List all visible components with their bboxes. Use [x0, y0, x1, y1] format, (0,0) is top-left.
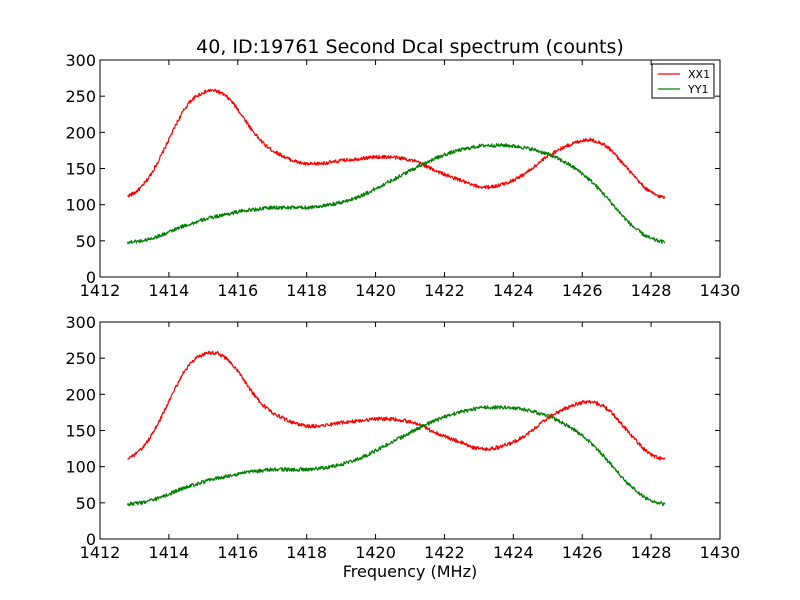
legend: XX1 YY1 — [651, 63, 715, 99]
legend-label-yy1: YY1 — [687, 83, 708, 96]
top-series-line-xx1 — [127, 88, 666, 200]
top-x-tick-label: 1416 — [217, 281, 258, 300]
bottom-y-tick-label: 200 — [65, 385, 96, 404]
bottom-x-tick-label: 1420 — [355, 543, 396, 562]
bottom-ticks-layer: 1412 1414 1416 1418 1420 1422 1424 1426 1428 1430… — [65, 313, 740, 562]
legend-label-xx1: XX1 — [688, 68, 710, 81]
top-x-tick-label: 1418 — [286, 281, 327, 300]
bottom-x-tick-label: 1412 — [80, 543, 121, 562]
top-y-tick-label: 150 — [65, 160, 96, 179]
bottom-x-tick-label: 1430 — [700, 543, 741, 562]
top-x-tick-label: 1430 — [700, 281, 741, 300]
top-spectrum-panel: 40, ID:19761 Second Dcal spectrum (count… — [65, 36, 740, 300]
top-x-tick-label: 1424 — [493, 281, 534, 300]
bottom-y-tick-label: 250 — [65, 349, 96, 368]
top-x-tick-label: 1414 — [149, 281, 190, 300]
bottom-axes-frame — [99, 321, 721, 540]
bottom-y-tick-label: 50 — [76, 494, 96, 513]
top-series-line-yy1 — [126, 142, 666, 245]
top-y-tick-label: 250 — [65, 87, 96, 106]
bottom-spectrum-panel: 1412 1414 1416 1418 1420 1422 1424 1426 1428 1430… — [65, 313, 740, 581]
bottom-x-tick-label: 1418 — [286, 543, 327, 562]
top-x-tick-label: 1420 — [355, 281, 396, 300]
bottom-x-tick-label: 1416 — [217, 543, 258, 562]
top-ticks-layer: 1412 1414 1416 1418 1420 1422 1424 1426 1428 1430… — [65, 51, 740, 300]
top-x-tick-label: 1426 — [562, 281, 603, 300]
top-y-tick-label: 0 — [86, 268, 96, 287]
top-y-tick-label: 100 — [65, 196, 96, 215]
bottom-y-tick-label: 150 — [65, 422, 96, 441]
top-y-tick-label: 200 — [65, 123, 96, 142]
bottom-series-line-yy1 — [126, 404, 666, 507]
legend-box — [651, 63, 715, 99]
bottom-y-tick-label: 0 — [86, 530, 96, 549]
top-y-tick-label: 300 — [65, 51, 96, 70]
top-series-layer — [126, 88, 666, 245]
top-y-tick-label: 50 — [76, 232, 96, 251]
chart-title: 40, ID:19761 Second Dcal spectrum (count… — [196, 36, 624, 58]
top-x-tick-label: 1428 — [631, 281, 672, 300]
x-axis-label: Frequency (MHz) — [343, 562, 477, 581]
bottom-x-tick-label: 1424 — [493, 543, 534, 562]
bottom-series-line-xx1 — [127, 350, 666, 461]
top-x-tick-label: 1422 — [424, 281, 465, 300]
bottom-series-layer — [126, 350, 666, 507]
bottom-x-tick-label: 1422 — [424, 543, 465, 562]
bottom-y-tick-label: 100 — [65, 458, 96, 477]
bottom-x-tick-label: 1426 — [562, 543, 603, 562]
bottom-y-tick-label: 300 — [65, 313, 96, 332]
top-x-tick-label: 1412 — [80, 281, 121, 300]
bottom-x-tick-label: 1428 — [631, 543, 672, 562]
bottom-x-tick-label: 1414 — [149, 543, 190, 562]
